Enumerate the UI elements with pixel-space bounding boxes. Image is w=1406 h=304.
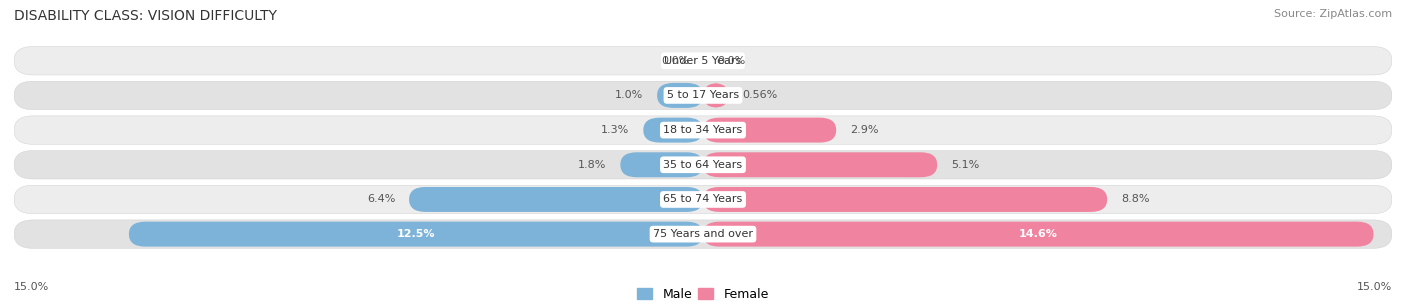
Text: 0.56%: 0.56% bbox=[742, 90, 778, 100]
FancyBboxPatch shape bbox=[703, 118, 837, 143]
FancyBboxPatch shape bbox=[620, 152, 703, 177]
Text: 65 to 74 Years: 65 to 74 Years bbox=[664, 195, 742, 205]
Text: 5 to 17 Years: 5 to 17 Years bbox=[666, 90, 740, 100]
Legend: Male, Female: Male, Female bbox=[637, 288, 769, 301]
Text: 18 to 34 Years: 18 to 34 Years bbox=[664, 125, 742, 135]
Text: Source: ZipAtlas.com: Source: ZipAtlas.com bbox=[1274, 9, 1392, 19]
Text: 1.8%: 1.8% bbox=[578, 160, 606, 170]
Text: Under 5 Years: Under 5 Years bbox=[665, 56, 741, 66]
Text: 8.8%: 8.8% bbox=[1121, 195, 1150, 205]
FancyBboxPatch shape bbox=[657, 83, 703, 108]
Text: 15.0%: 15.0% bbox=[1357, 282, 1392, 292]
FancyBboxPatch shape bbox=[14, 47, 1392, 75]
Text: 15.0%: 15.0% bbox=[14, 282, 49, 292]
Text: 35 to 64 Years: 35 to 64 Years bbox=[664, 160, 742, 170]
FancyBboxPatch shape bbox=[703, 152, 938, 177]
FancyBboxPatch shape bbox=[703, 187, 1107, 212]
Text: 0.0%: 0.0% bbox=[717, 56, 745, 66]
FancyBboxPatch shape bbox=[14, 185, 1392, 214]
Text: DISABILITY CLASS: VISION DIFFICULTY: DISABILITY CLASS: VISION DIFFICULTY bbox=[14, 9, 277, 23]
FancyBboxPatch shape bbox=[14, 150, 1392, 179]
Text: 5.1%: 5.1% bbox=[950, 160, 979, 170]
FancyBboxPatch shape bbox=[129, 222, 703, 247]
Text: 12.5%: 12.5% bbox=[396, 229, 436, 239]
FancyBboxPatch shape bbox=[703, 222, 1374, 247]
Text: 14.6%: 14.6% bbox=[1019, 229, 1057, 239]
FancyBboxPatch shape bbox=[14, 220, 1392, 248]
FancyBboxPatch shape bbox=[644, 118, 703, 143]
Text: 75 Years and over: 75 Years and over bbox=[652, 229, 754, 239]
Text: 1.3%: 1.3% bbox=[602, 125, 630, 135]
Text: 0.0%: 0.0% bbox=[661, 56, 689, 66]
Text: 2.9%: 2.9% bbox=[851, 125, 879, 135]
FancyBboxPatch shape bbox=[14, 81, 1392, 110]
Text: 6.4%: 6.4% bbox=[367, 195, 395, 205]
Text: 1.0%: 1.0% bbox=[614, 90, 644, 100]
FancyBboxPatch shape bbox=[409, 187, 703, 212]
FancyBboxPatch shape bbox=[14, 116, 1392, 144]
FancyBboxPatch shape bbox=[703, 83, 728, 108]
